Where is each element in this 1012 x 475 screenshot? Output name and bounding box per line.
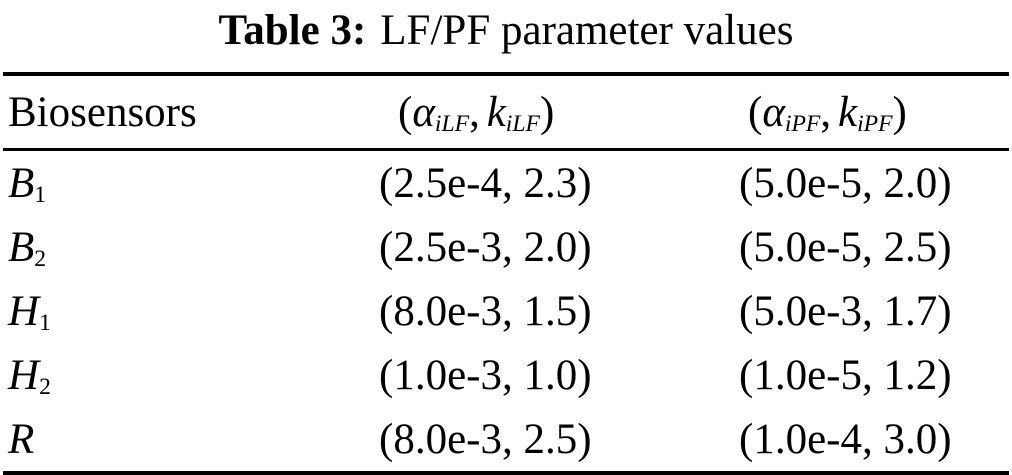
pf-params-cell: (5.0e-3, 1.7) — [739, 287, 952, 335]
column-header-pf-params: (αiPF, kiPF) — [738, 74, 1009, 151]
pf-params-cell: (5.0e-5, 2.5) — [739, 223, 952, 271]
table-caption-label: Table 3: — [218, 7, 367, 54]
k-symbol: k — [486, 88, 506, 136]
table-caption-text: LF/PF parameter values — [380, 7, 794, 54]
column-header-lf-params: (αiLF, kiLF) — [378, 74, 738, 151]
biosensor-label: B1 — [8, 159, 47, 208]
pf-params-cell: (1.0e-5, 1.2) — [739, 351, 952, 399]
header-row: Biosensors (αiLF, kiLF) (αiPF, kiPF) — [3, 74, 1009, 151]
parameter-table: Biosensors (αiLF, kiLF) (αiPF, kiPF) B1 (2… — [3, 72, 1009, 475]
lf-params-cell: (8.0e-3, 1.5) — [379, 287, 592, 335]
lf-params-cell: (2.5e-3, 2.0) — [379, 223, 592, 271]
table-row: R (8.0e-3, 2.5) (1.0e-4, 3.0) — [3, 407, 1009, 473]
alpha-symbol: α — [412, 88, 435, 136]
table-caption: Table 3: LF/PF parameter values — [0, 5, 1012, 57]
pf-params-cell: (5.0e-5, 2.0) — [739, 159, 952, 207]
biosensor-label: H1 — [8, 287, 51, 336]
table-row: B2 (2.5e-3, 2.0) (5.0e-5, 2.5) — [3, 215, 1009, 279]
pf-params-cell: (1.0e-4, 3.0) — [739, 415, 952, 463]
biosensor-label: B2 — [8, 223, 47, 272]
k-symbol: k — [837, 88, 858, 136]
table-row: B1 (2.5e-4, 2.3) (5.0e-5, 2.0) — [3, 150, 1009, 216]
biosensor-label: R — [8, 415, 35, 463]
table-row: H1 (8.0e-3, 1.5) (5.0e-3, 1.7) — [3, 279, 1009, 343]
lf-params-cell: (1.0e-3, 1.0) — [379, 351, 592, 399]
column-header-biosensors: Biosensors — [3, 74, 378, 151]
alpha-symbol: α — [762, 88, 785, 136]
biosensor-label: H2 — [8, 351, 51, 400]
lf-params-cell: (2.5e-4, 2.3) — [379, 159, 592, 207]
table-row: H2 (1.0e-3, 1.0) (1.0e-5, 1.2) — [3, 343, 1009, 407]
lf-params-cell: (8.0e-3, 2.5) — [379, 415, 592, 463]
